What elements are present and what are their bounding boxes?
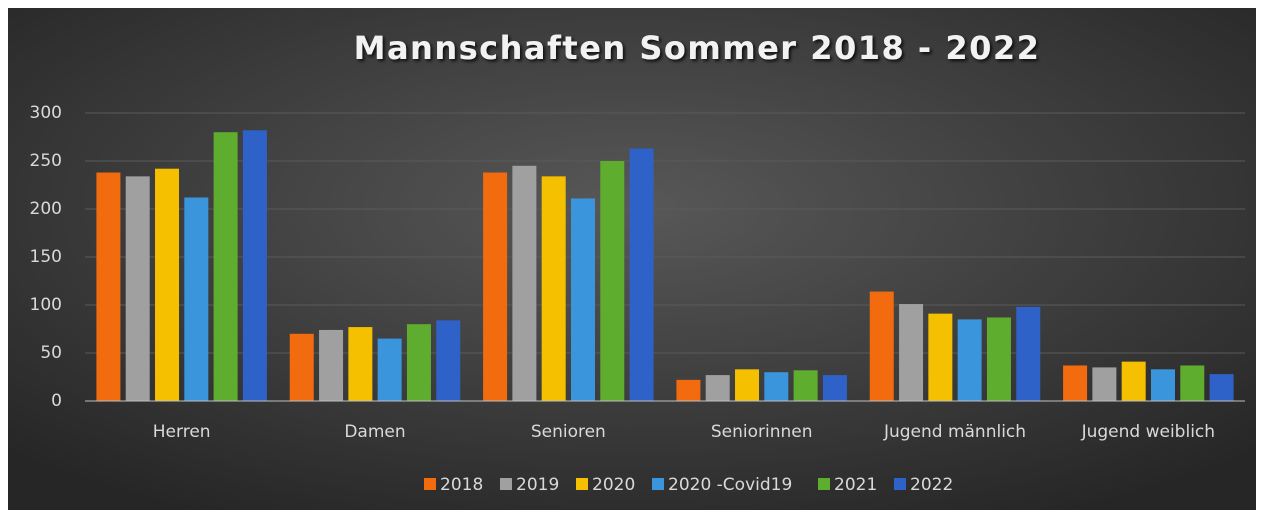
y-tick-label: 100 [30,295,62,315]
bar [899,304,924,401]
bar [793,370,818,401]
bar [928,313,953,401]
y-tick-label: 50 [40,343,62,363]
bar [436,320,461,401]
legend-label: 2022 [910,475,953,495]
bar [319,329,344,401]
bar [377,338,402,401]
y-tick-label: 250 [30,151,62,171]
x-tick-label: Seniorinnen [711,422,813,442]
legend-label: 2021 [834,475,877,495]
legend-swatch [576,478,588,490]
y-tick-label: 300 [30,103,62,123]
bar [735,369,760,401]
bar [242,130,267,401]
legend-label: 2019 [516,475,559,495]
y-tick-label: 150 [30,247,62,267]
legend-label: 2018 [440,475,483,495]
bar [986,317,1011,401]
y-tick-label: 200 [30,199,62,219]
bar [125,176,150,401]
bar [96,172,121,401]
bar [1121,361,1146,401]
bar [483,172,508,401]
bar [822,375,847,401]
bar [957,319,982,401]
bar [213,132,238,401]
bar [348,327,373,401]
bar [1092,367,1117,401]
bar [676,379,701,401]
bar [1150,369,1175,401]
bar [1016,306,1041,401]
bar [155,168,180,401]
bar [1063,365,1088,401]
bar [600,161,625,401]
bar [406,324,431,401]
y-tick-label: 0 [51,391,62,411]
x-tick-label: Jugend männlich [883,422,1026,442]
legend-swatch [424,478,436,490]
bar [512,165,537,401]
x-tick-label: Jugend weiblich [1081,422,1215,442]
legend-swatch [818,478,830,490]
legend-swatch [500,478,512,490]
bar [764,372,789,401]
legend-label: 2020 -Covid19 [668,475,792,495]
bar [1180,365,1205,401]
legend-label: 2020 [592,475,635,495]
bar [1209,374,1234,401]
chart-title: Mannschaften Sommer 2018 - 2022 [354,29,1041,67]
x-tick-label: Senioren [531,422,606,442]
bar [705,375,730,401]
bar [869,291,894,401]
bar [541,176,566,401]
legend-swatch [894,478,906,490]
bar [629,148,654,401]
bar [184,197,209,401]
legend-swatch [652,478,664,490]
bar [570,198,595,401]
bar [289,333,314,401]
x-tick-label: Damen [344,422,405,442]
x-tick-label: Herren [153,422,211,442]
